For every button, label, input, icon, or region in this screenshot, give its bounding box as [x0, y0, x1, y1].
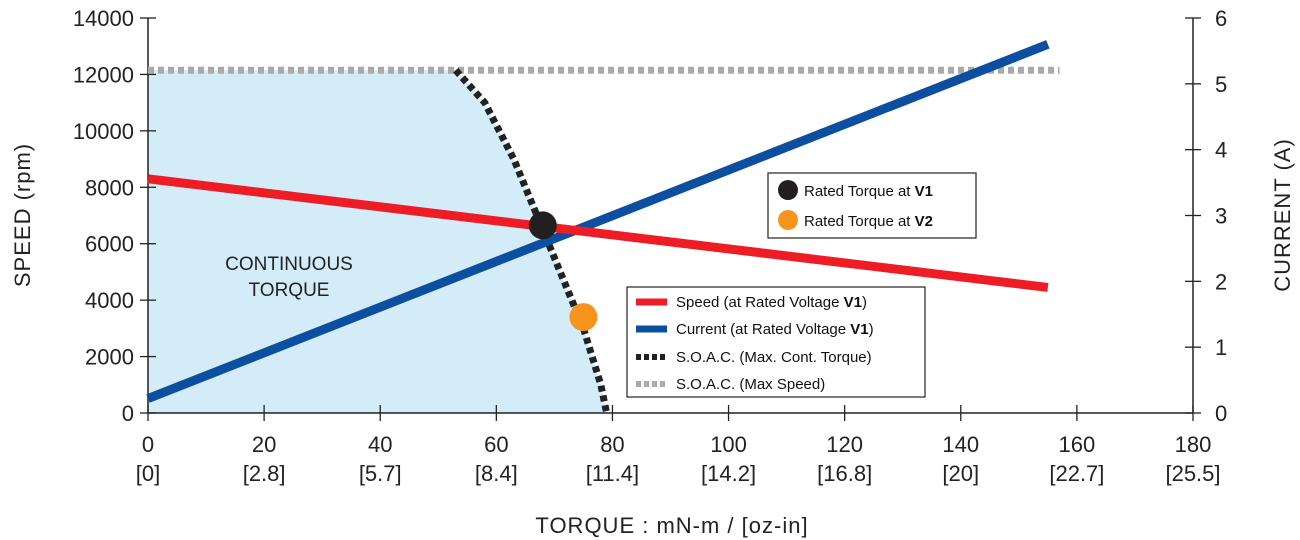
series-legend-label-current: Current (at Rated Voltage V1)	[676, 321, 874, 338]
y2-tick-label: 2	[1215, 269, 1227, 294]
y-tick-label: 4000	[85, 288, 134, 313]
x-tick-label-secondary: [22.7]	[1049, 461, 1104, 486]
y2-tick-label: 5	[1215, 72, 1227, 97]
rated-torque-v1-point	[528, 211, 557, 240]
y2-tick-label: 6	[1215, 6, 1227, 31]
x-tick-label: 60	[484, 432, 508, 457]
y2-tick-label: 1	[1215, 335, 1227, 360]
x-tick-label-secondary: [2.8]	[243, 461, 286, 486]
rated-torque-v2-point	[569, 303, 598, 332]
x-tick-label-secondary: [20]	[942, 461, 979, 486]
x-tick-label: 100	[710, 432, 747, 457]
points-legend-frame	[767, 172, 977, 239]
x-tick-label: 180	[1175, 432, 1212, 457]
x-tick-label: 40	[368, 432, 392, 457]
points-legend-label-v2: Rated Torque at V2	[804, 213, 933, 230]
series-speed-line	[147, 174, 1049, 292]
series-layer	[146, 40, 1060, 414]
region-label-line-2: TORQUE	[249, 280, 330, 301]
x-tick-label-secondary: [25.5]	[1165, 461, 1220, 486]
x-tick-label-secondary: [16.8]	[817, 461, 872, 486]
points-legend-marker-v2	[778, 210, 798, 230]
continuous-torque-region	[148, 70, 607, 414]
series-legend-frame	[626, 286, 926, 398]
series-current-line	[146, 40, 1050, 403]
series-legend: Speed (at Rated Voltage V1) Current (at …	[626, 286, 926, 398]
x-tick-label: 120	[826, 432, 863, 457]
x-axis-title: TORQUE : mN-m / [oz-in]	[535, 513, 808, 538]
x-tick-label-secondary: [14.2]	[701, 461, 756, 486]
y-tick-label: 0	[122, 401, 134, 426]
axes-layer: 0200040006000800010000120001400001234560…	[73, 6, 1227, 486]
series-legend-label-soac-torque: S.O.A.C. (Max. Cont. Torque)	[676, 349, 872, 366]
y2-tick-label: 0	[1215, 401, 1227, 426]
x-tick-label: 0	[142, 432, 154, 457]
series-legend-label-speed: Speed (at Rated Voltage V1)	[676, 294, 867, 311]
x-tick-label: 140	[942, 432, 979, 457]
y2-tick-label: 3	[1215, 204, 1227, 229]
y-tick-label: 8000	[85, 175, 134, 200]
y2-tick-label: 4	[1215, 138, 1227, 163]
y-tick-label: 14000	[73, 6, 134, 31]
y-tick-label: 12000	[73, 62, 134, 87]
y-axis-title: SPEED (rpm)	[10, 143, 35, 287]
y2-axis-title: CURRENT (A)	[1270, 138, 1295, 292]
x-tick-label-secondary: [11.4]	[586, 461, 639, 486]
continuous-torque-region-layer	[148, 70, 607, 414]
region-label-line-1: CONTINUOUS	[225, 254, 353, 275]
x-tick-label-secondary: [5.7]	[359, 461, 402, 486]
x-tick-label: 20	[252, 432, 276, 457]
series-legend-label-soac-speed: S.O.A.C. (Max Speed)	[676, 376, 825, 393]
x-tick-label: 80	[600, 432, 624, 457]
x-tick-label-secondary: [8.4]	[475, 461, 518, 486]
series-soac-max-cont-torque-line	[453, 67, 611, 414]
y-tick-label: 10000	[73, 119, 134, 144]
points-legend-label-v1: Rated Torque at V1	[804, 183, 933, 200]
points-legend-marker-v1	[778, 180, 798, 200]
points-legend: Rated Torque at V1 Rated Torque at V2	[767, 172, 977, 239]
y-tick-label: 6000	[85, 232, 134, 257]
y-tick-label: 2000	[85, 345, 134, 370]
x-tick-label: 160	[1059, 432, 1096, 457]
points-layer	[528, 211, 598, 332]
x-tick-label-secondary: [0]	[136, 461, 160, 486]
